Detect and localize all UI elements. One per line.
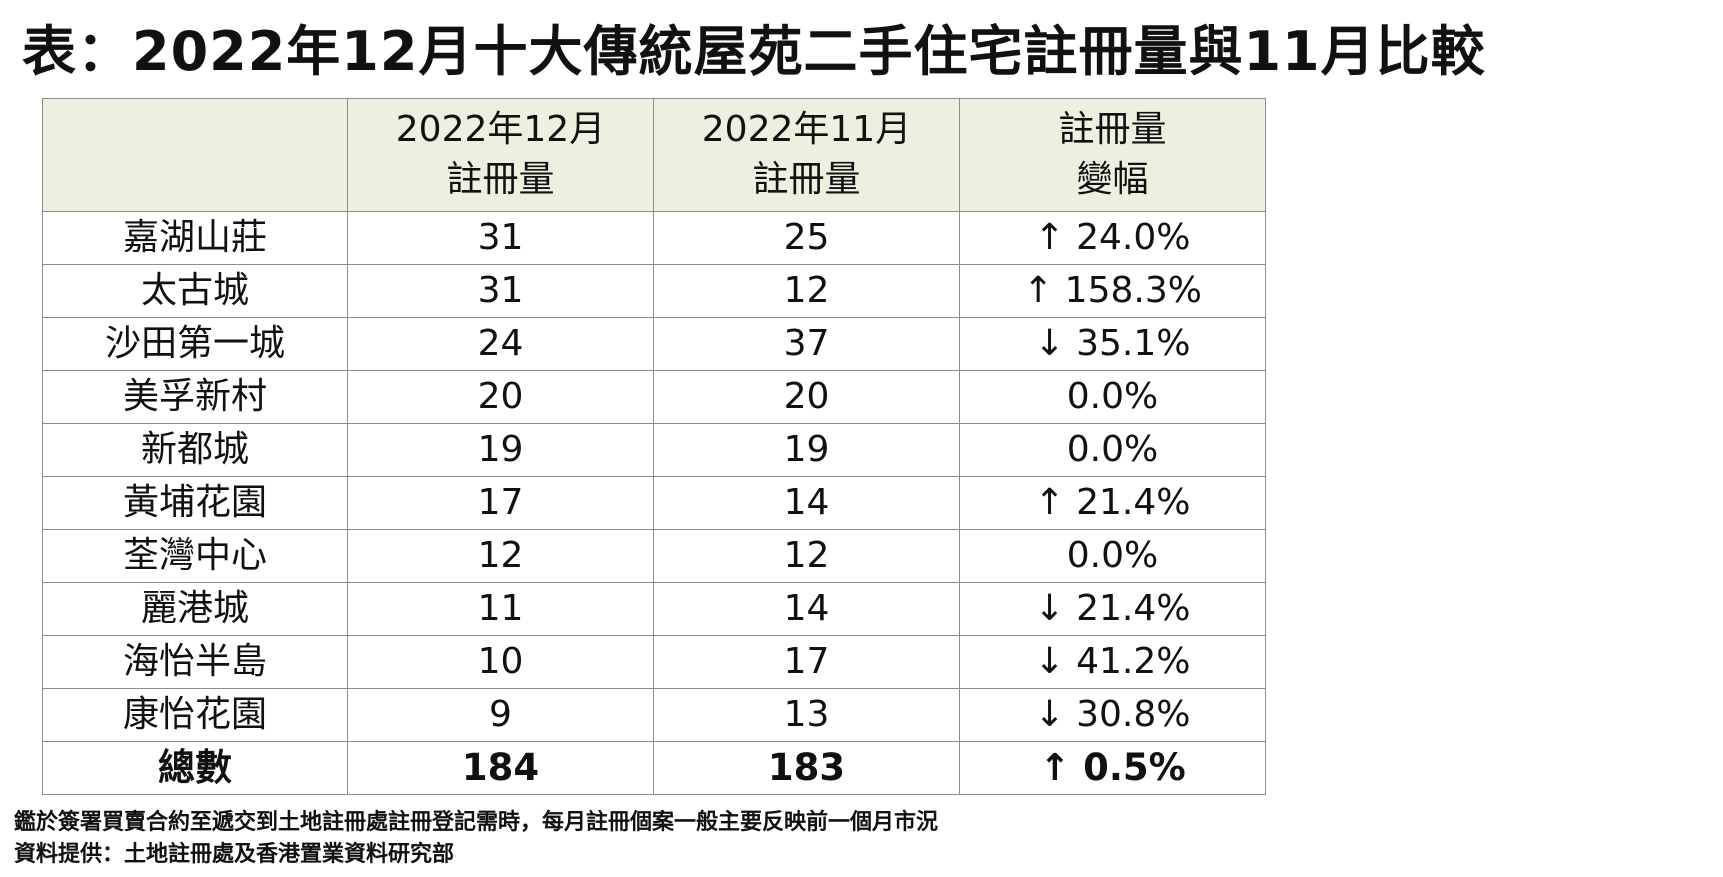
table-row: 荃灣中心 12 12 0.0% — [42, 529, 1266, 583]
header-dec-registrations: 2022年12月 註冊量 — [347, 98, 654, 212]
nov-registrations: 37 — [653, 317, 960, 371]
change-value: ↓ 21.4% — [959, 582, 1266, 636]
nov-registrations: 17 — [653, 635, 960, 689]
total-label: 總數 — [42, 741, 348, 795]
nov-registrations: 20 — [653, 370, 960, 424]
total-nov-registrations: 183 — [653, 741, 960, 795]
nov-registrations: 14 — [653, 476, 960, 530]
change-value: ↓ 30.8% — [959, 688, 1266, 742]
nov-registrations: 13 — [653, 688, 960, 742]
change-value: ↑ 24.0% — [959, 211, 1266, 265]
header-nov-line1: 2022年11月 — [701, 109, 912, 150]
estate-name: 美孚新村 — [42, 370, 348, 424]
page-title: 表：2022年12月十大傳統屋苑二手住宅註冊量與11月比較 — [22, 20, 1486, 83]
estate-name: 黃埔花園 — [42, 476, 348, 530]
dec-registrations: 17 — [347, 476, 654, 530]
estate-name: 新都城 — [42, 423, 348, 477]
table-row: 美孚新村 20 20 0.0% — [42, 370, 1266, 424]
change-value: 0.0% — [959, 423, 1266, 477]
footnote-disclaimer: 鑑於簽署買賣合約至遞交到土地註冊處註冊登記需時，每月註冊個案一般主要反映前一個月… — [14, 810, 939, 835]
footnote-source: 資料提供：土地註冊處及香港置業資料研究部 — [14, 842, 455, 867]
header-nov-registrations: 2022年11月 註冊量 — [653, 98, 960, 212]
table-row: 新都城 19 19 0.0% — [42, 423, 1266, 477]
table-header: 2022年12月 註冊量 2022年11月 註冊量 註冊量 變幅 — [42, 98, 1266, 212]
dec-registrations: 11 — [347, 582, 654, 636]
table-row: 嘉湖山莊 31 25 ↑ 24.0% — [42, 211, 1266, 265]
header-dec-line2: 註冊量 — [446, 159, 555, 200]
table-row: 沙田第一城 24 37 ↓ 35.1% — [42, 317, 1266, 371]
dec-registrations: 9 — [347, 688, 654, 742]
registration-table: 2022年12月 註冊量 2022年11月 註冊量 註冊量 變幅 嘉湖山莊 31… — [42, 98, 1266, 795]
header-change: 註冊量 變幅 — [959, 98, 1266, 212]
total-change-value: ↑ 0.5% — [959, 741, 1266, 795]
estate-name: 荃灣中心 — [42, 529, 348, 583]
header-row: 2022年12月 註冊量 2022年11月 註冊量 註冊量 變幅 — [42, 98, 1266, 212]
estate-name: 康怡花園 — [42, 688, 348, 742]
table-body: 嘉湖山莊 31 25 ↑ 24.0% 太古城 31 12 ↑ 158.3% 沙田… — [42, 211, 1266, 795]
header-change-line1: 註冊量 — [1058, 109, 1167, 150]
estate-name: 沙田第一城 — [42, 317, 348, 371]
change-value: ↑ 158.3% — [959, 264, 1266, 318]
dec-registrations: 19 — [347, 423, 654, 477]
table-row: 麗港城 11 14 ↓ 21.4% — [42, 582, 1266, 636]
header-nov-line2: 註冊量 — [752, 159, 861, 200]
estate-name: 海怡半島 — [42, 635, 348, 689]
change-value: 0.0% — [959, 370, 1266, 424]
header-dec-line1: 2022年12月 — [395, 109, 606, 150]
dec-registrations: 31 — [347, 264, 654, 318]
dec-registrations: 31 — [347, 211, 654, 265]
nov-registrations: 25 — [653, 211, 960, 265]
dec-registrations: 10 — [347, 635, 654, 689]
total-row: 總數 184 183 ↑ 0.5% — [42, 741, 1266, 795]
estate-name: 麗港城 — [42, 582, 348, 636]
dec-registrations: 20 — [347, 370, 654, 424]
nov-registrations: 19 — [653, 423, 960, 477]
change-value: 0.0% — [959, 529, 1266, 583]
change-value: ↓ 35.1% — [959, 317, 1266, 371]
nov-registrations: 12 — [653, 264, 960, 318]
nov-registrations: 14 — [653, 582, 960, 636]
header-estate — [42, 98, 348, 212]
dec-registrations: 12 — [347, 529, 654, 583]
estate-name: 太古城 — [42, 264, 348, 318]
change-value: ↑ 21.4% — [959, 476, 1266, 530]
table-row: 康怡花園 9 13 ↓ 30.8% — [42, 688, 1266, 742]
header-change-line2: 變幅 — [1076, 159, 1149, 200]
total-dec-registrations: 184 — [347, 741, 654, 795]
estate-name: 嘉湖山莊 — [42, 211, 348, 265]
change-value: ↓ 41.2% — [959, 635, 1266, 689]
dec-registrations: 24 — [347, 317, 654, 371]
nov-registrations: 12 — [653, 529, 960, 583]
table-row: 海怡半島 10 17 ↓ 41.2% — [42, 635, 1266, 689]
table-row: 黃埔花園 17 14 ↑ 21.4% — [42, 476, 1266, 530]
table-row: 太古城 31 12 ↑ 158.3% — [42, 264, 1266, 318]
